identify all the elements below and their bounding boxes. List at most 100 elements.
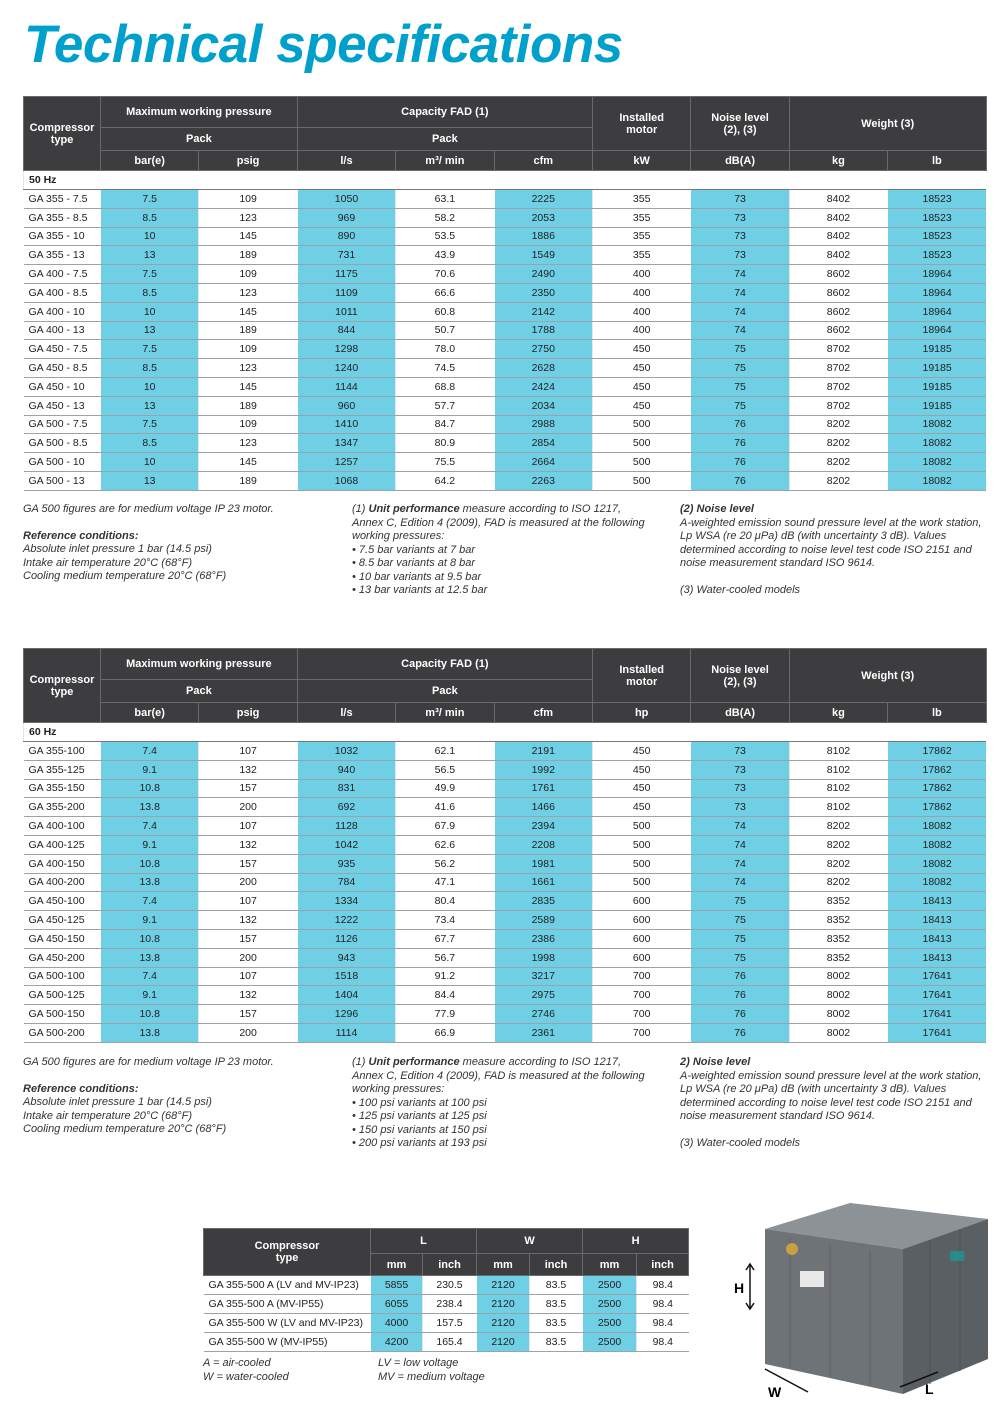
header-pressure-text: Maximum working pressure <box>126 658 272 670</box>
data-row: GA 355-125 9.1 132 940 56.5 1992 450 73 8102 1786… <box>23 760 987 780</box>
cell: 355 <box>591 189 691 209</box>
cell: 8402 <box>788 189 888 209</box>
cell: 8352 <box>788 910 888 930</box>
cell: 238.4 <box>421 1294 477 1314</box>
section-row: 50 Hz <box>23 170 987 190</box>
cell: 73 <box>690 245 790 266</box>
notes-right: 2) Noise level A-weighted emission sound … <box>680 1056 990 1150</box>
cell: 200 <box>198 873 298 893</box>
cell: 8102 <box>788 741 888 761</box>
cell: 18413 <box>887 891 987 912</box>
cell: 7.5 <box>99 415 199 435</box>
cell: 73 <box>690 189 790 209</box>
cell: 58.2 <box>395 208 495 228</box>
data-row: GA 500 - 13 13 189 1068 64.2 2263 500 76 8202 180… <box>23 471 987 491</box>
model-name: GA 450-200 <box>23 948 101 968</box>
cell: 76 <box>690 1023 790 1043</box>
header-unit: kg <box>788 150 889 171</box>
cell: 145 <box>198 227 298 247</box>
cell: 8102 <box>788 779 888 799</box>
cell: 98.4 <box>636 1332 689 1352</box>
cell: 8102 <box>788 760 888 780</box>
cell: 75 <box>690 910 790 930</box>
header-pack: Pack <box>100 127 298 151</box>
model-name: GA 400-150 <box>23 854 101 874</box>
note-paragraph: (1) Unit performance measure according t… <box>352 503 652 544</box>
header-unit: cfm <box>493 150 593 171</box>
note-bullet: • 100 psi variants at 100 psi <box>352 1096 487 1109</box>
cell: 165.4 <box>421 1332 477 1352</box>
note-text: GA 500 figures are for medium voltage IP… <box>23 1056 274 1068</box>
cell: 2034 <box>493 396 593 416</box>
cell: 68.8 <box>395 377 495 397</box>
arrow-head <box>745 1302 755 1311</box>
cell: 1981 <box>493 854 593 874</box>
cell: 75 <box>690 891 790 912</box>
cell: 3217 <box>493 967 593 987</box>
cell: 7.4 <box>99 891 199 912</box>
header-motor: Installed motor <box>591 648 692 703</box>
header-unit: mm <box>476 1253 531 1276</box>
cell: 2589 <box>493 910 593 930</box>
cell: 7.4 <box>99 816 199 836</box>
cell: 73.4 <box>395 910 495 930</box>
page-title: Technical specifications <box>24 15 623 74</box>
model-name: GA 500-100 <box>23 967 101 987</box>
data-row: GA 450-150 10.8 157 1126 67.7 2386 600 75 8352 18… <box>23 929 987 949</box>
label-l: L <box>925 1381 934 1397</box>
model-name: GA 450-150 <box>23 929 101 949</box>
model-name: GA 400-200 <box>23 873 101 893</box>
cell: 600 <box>591 929 691 949</box>
cell: 10 <box>99 452 199 472</box>
cell: 935 <box>296 854 396 874</box>
arrow-head <box>745 1262 755 1271</box>
cell: 2386 <box>493 929 593 949</box>
model-name: GA 450-100 <box>23 891 101 912</box>
header-unit: lb <box>887 150 987 171</box>
cell: 74 <box>690 321 790 341</box>
data-row: GA 400 - 8.5 8.5 123 1109 66.6 2350 400 74 8602 1… <box>23 283 987 303</box>
cell: 1257 <box>296 452 396 472</box>
cell: 2500 <box>582 1332 637 1352</box>
model-name: GA 500 - 8.5 <box>23 433 101 454</box>
note-ref-line: Cooling medium temperature 20°C (68°F) <box>23 570 227 582</box>
cell: 8.5 <box>99 433 199 454</box>
model-name: GA 500-200 <box>23 1023 101 1043</box>
data-row: GA 500 - 7.5 7.5 109 1410 84.7 2988 500 76 8202 1… <box>23 415 987 435</box>
note-ref-line: Absolute inlet pressure 1 bar (14.5 psi) <box>23 543 212 555</box>
cell: 41.6 <box>395 797 495 818</box>
cell: 1126 <box>296 929 396 949</box>
cell: 1042 <box>296 835 396 855</box>
cell: 2053 <box>493 208 593 228</box>
cell: 9.1 <box>99 910 199 930</box>
cell: 9.1 <box>99 835 199 855</box>
data-row: GA 355 - 10 10 145 890 53.5 1886 355 73 8402 1852… <box>23 227 987 247</box>
model-name: GA 400 - 7.5 <box>23 264 101 284</box>
section-label: 50 Hz <box>23 170 987 190</box>
data-row: GA 400 - 7.5 7.5 109 1175 70.6 2490 400 74 8602 1… <box>23 264 987 284</box>
note-paragraph: (1) Unit performance measure according t… <box>352 1056 652 1097</box>
header-unit: m³/ min <box>395 702 495 723</box>
header-group: L <box>369 1228 478 1254</box>
cell: 10 <box>99 377 199 397</box>
cell: 10.8 <box>99 779 199 799</box>
header-row: Compressor type L W H <box>203 1228 690 1276</box>
header-unit: dB(A) <box>690 702 790 723</box>
cell: 831 <box>296 779 396 799</box>
header-unit: mm <box>370 1253 423 1276</box>
header-pack: Pack <box>100 679 298 703</box>
cell: 74.5 <box>395 358 495 378</box>
cell: 76 <box>690 985 790 1006</box>
machine-side <box>765 1229 903 1394</box>
cell: 2500 <box>582 1294 637 1314</box>
cell: 157 <box>198 854 298 874</box>
header-unit: dB(A) <box>690 150 790 171</box>
cell: 8602 <box>788 321 888 341</box>
cell: 19185 <box>887 358 987 378</box>
cell: 1549 <box>493 245 593 266</box>
note-bold: Unit performance <box>368 1056 460 1068</box>
cell: 13 <box>99 396 199 416</box>
cell: 17641 <box>887 1023 987 1043</box>
header-pressure: Maximum working pressure <box>100 96 298 128</box>
header-type-text: Compressor type <box>254 1240 320 1264</box>
